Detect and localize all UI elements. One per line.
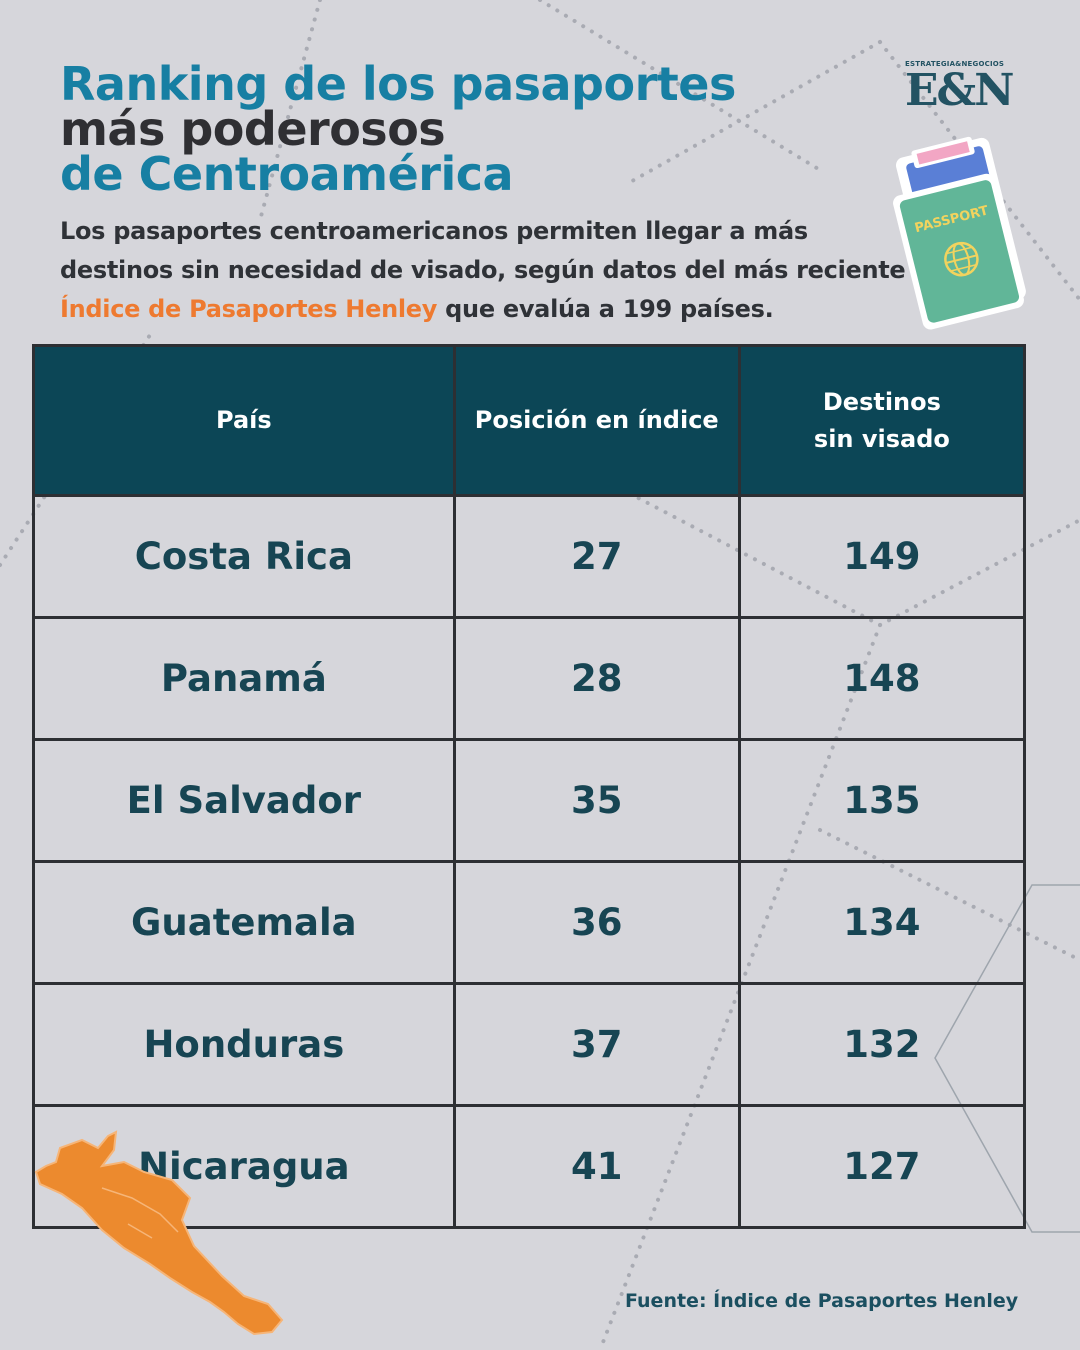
passport-icon: PASSPORT (893, 136, 1026, 330)
header-destinations-label: Destinos sin visado (813, 387, 950, 453)
cell-destinations: 135 (737, 738, 1027, 863)
title-line-3: de Centroamérica (60, 147, 514, 201)
table-row: Panamá 28 148 (32, 616, 1027, 741)
cell-position: 35 (452, 738, 741, 863)
source-note: Fuente: Índice de Pasaportes Henley (625, 1290, 1019, 1312)
cell-position: 27 (452, 494, 741, 619)
title-line-2: más poderosos (60, 102, 446, 156)
header-destinations: Destinos sin visado (737, 344, 1027, 497)
cell-position: 41 (452, 1104, 741, 1229)
table-row: El Salvador 35 135 (32, 738, 1027, 863)
cell-destinations: 148 (737, 616, 1027, 741)
intro-text: Los pasaportes centroamericanos permiten… (60, 217, 906, 284)
table-row: Honduras 37 132 (32, 982, 1027, 1107)
cell-country: Guatemala (32, 860, 456, 985)
intro-text-end: que evalúa a 199 países. (437, 295, 774, 323)
title-line-1: Ranking de los pasaportes (60, 57, 736, 111)
passport-ranking-table: País Posición en índice Destinos sin vis… (32, 344, 1027, 1229)
logo-tagline: ESTRATEGIA&NEGOCIOS (905, 60, 1005, 68)
cell-country: Costa Rica (32, 494, 456, 619)
cell-destinations: 127 (737, 1104, 1027, 1229)
table-header-row: País Posición en índice Destinos sin vis… (32, 344, 1027, 497)
table-row: Costa Rica 27 149 (32, 494, 1027, 619)
cell-destinations: 134 (737, 860, 1027, 985)
header-position: Posición en índice (452, 344, 741, 497)
cell-country: El Salvador (32, 738, 456, 863)
table-row: Guatemala 36 134 (32, 860, 1027, 985)
cell-destinations: 132 (737, 982, 1027, 1107)
en-logo: ESTRATEGIA&NEGOCIOS E&N (905, 60, 1035, 114)
cell-position: 28 (452, 616, 741, 741)
henley-index-link: Índice de Pasaportes Henley (60, 295, 438, 323)
page-title: Ranking de los pasaportes más poderosos … (60, 57, 736, 201)
cell-country: Panamá (32, 616, 456, 741)
cell-destinations: 149 (737, 494, 1027, 619)
cell-position: 37 (452, 982, 741, 1107)
logo-wordmark: E&N (905, 65, 1014, 116)
central-america-map-icon (34, 1130, 284, 1336)
intro-paragraph: Los pasaportes centroamericanos permiten… (60, 212, 920, 329)
cell-country: Honduras (32, 982, 456, 1107)
cell-position: 36 (452, 860, 741, 985)
header-country: País (32, 344, 456, 497)
